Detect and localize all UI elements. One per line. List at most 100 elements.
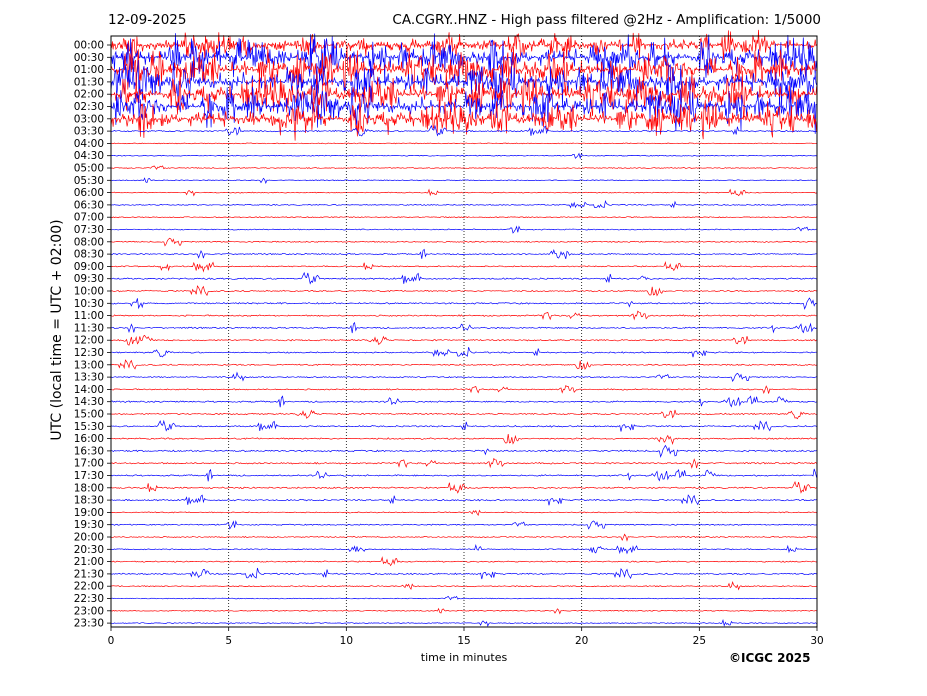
trace-15-30 <box>110 419 817 432</box>
trace-01-30 <box>110 58 817 110</box>
trace-23-00 <box>110 607 817 615</box>
y-tick-label: 11:00 <box>74 310 104 322</box>
y-tick-label: 05:00 <box>74 163 104 175</box>
y-tick-label: 08:00 <box>74 236 104 248</box>
y-tick-label: 01:00 <box>74 64 104 76</box>
trace-16-30 <box>110 444 817 458</box>
x-tick-label: 0 <box>108 635 115 647</box>
trace-20-30 <box>110 544 817 555</box>
y-tick-label: 12:30 <box>74 347 104 359</box>
y-tick-label: 22:30 <box>74 593 104 605</box>
trace-08-00 <box>110 237 817 247</box>
trace-10-00 <box>110 285 817 297</box>
plot-frame <box>110 35 818 628</box>
y-tick-label: 07:00 <box>74 212 104 224</box>
y-tick-label: 06:00 <box>74 187 104 199</box>
trace-23-30 <box>110 618 817 627</box>
x-tick-label: 25 <box>693 635 706 647</box>
trace-17-00 <box>110 457 817 469</box>
trace-18-00 <box>110 481 817 494</box>
trace-19-30 <box>110 520 817 530</box>
trace-21-00 <box>110 556 817 567</box>
y-tick-label: 14:00 <box>74 384 104 396</box>
copyright-notice: ©ICGC 2025 <box>729 651 811 665</box>
trace-10-30 <box>110 297 817 310</box>
y-tick-label: 23:00 <box>74 605 104 617</box>
trace-16-00 <box>110 434 817 445</box>
trace-02-00 <box>110 70 817 120</box>
y-tick-label: 15:30 <box>74 421 104 433</box>
y-tick-label: 15:00 <box>74 409 104 421</box>
trace-05-00 <box>110 165 817 170</box>
trace-18-30 <box>110 494 817 506</box>
trace-11-00 <box>110 310 817 321</box>
x-axis-label: time in minutes <box>420 651 508 664</box>
trace-12-30 <box>110 347 817 358</box>
trace-13-30 <box>110 371 817 383</box>
trace-14-00 <box>110 385 817 395</box>
trace-04-30 <box>110 152 817 160</box>
y-tick-label: 21:00 <box>74 556 104 568</box>
y-tick-label: 06:30 <box>74 199 104 211</box>
y-tick-label: 17:30 <box>74 470 104 482</box>
x-tick-label: 15 <box>457 635 470 647</box>
y-tick-label: 16:00 <box>74 433 104 445</box>
y-tick-label: 20:30 <box>74 544 104 556</box>
y-tick-label: 23:30 <box>74 618 104 630</box>
x-tick-label: 5 <box>225 635 232 647</box>
trace-22-30 <box>110 595 817 601</box>
y-tick-label: 18:30 <box>74 495 104 507</box>
trace-06-30 <box>110 199 817 209</box>
y-tick-label: 03:00 <box>74 113 104 125</box>
trace-13-00 <box>110 359 817 371</box>
y-tick-label: 17:00 <box>74 458 104 470</box>
y-tick-label: 08:30 <box>74 249 104 261</box>
trace-00-00 <box>110 29 817 60</box>
trace-03-00 <box>110 99 817 141</box>
y-tick-label: 16:30 <box>74 445 104 457</box>
y-tick-label: 00:00 <box>74 40 104 52</box>
trace-12-00 <box>110 334 817 346</box>
x-tick-label: 20 <box>575 635 588 647</box>
chart-date: 12-09-2025 <box>108 12 187 28</box>
y-tick-label: 13:30 <box>74 372 104 384</box>
y-tick-label: 10:30 <box>74 298 104 310</box>
y-tick-label: 19:00 <box>74 507 104 519</box>
y-tick-label: 07:30 <box>74 224 104 236</box>
y-tick-label: 02:30 <box>74 101 104 113</box>
x-tick-label: 10 <box>340 635 353 647</box>
y-tick-label: 20:00 <box>74 532 104 544</box>
y-tick-label: 04:30 <box>74 150 104 162</box>
x-tick-label: 30 <box>810 635 823 647</box>
trace-20-00 <box>110 533 817 542</box>
trace-01-00 <box>110 46 817 96</box>
trace-05-30 <box>110 177 817 184</box>
trace-03-30 <box>110 124 817 137</box>
trace-09-30 <box>110 271 817 285</box>
y-tick-label: 01:30 <box>74 76 104 88</box>
trace-02-30 <box>110 82 817 134</box>
y-tick-label: 12:00 <box>74 335 104 347</box>
y-tick-label: 10:00 <box>74 286 104 298</box>
y-tick-label: 19:30 <box>74 519 104 531</box>
y-tick-label: 04:00 <box>74 138 104 150</box>
y-tick-label: 03:30 <box>74 126 104 138</box>
trace-14-30 <box>110 395 817 408</box>
y-tick-label: 11:30 <box>74 322 104 334</box>
trace-04-00 <box>110 142 817 145</box>
chart-title: CA.CGRY..HNZ - High pass filtered @2Hz -… <box>392 12 821 28</box>
y-tick-label: 22:00 <box>74 581 104 593</box>
trace-07-30 <box>110 225 817 234</box>
trace-09-00 <box>110 260 817 273</box>
y-tick-label: 18:00 <box>74 482 104 494</box>
trace-19-00 <box>110 509 817 517</box>
y-tick-label: 21:30 <box>74 568 104 580</box>
y-tick-label: 02:00 <box>74 89 104 101</box>
y-tick-label: 00:30 <box>74 52 104 64</box>
y-tick-label: 09:30 <box>74 273 104 285</box>
trace-17-30 <box>110 468 817 482</box>
y-tick-label: 13:00 <box>74 359 104 371</box>
y-tick-label: 14:30 <box>74 396 104 408</box>
y-tick-label: 05:30 <box>74 175 104 187</box>
